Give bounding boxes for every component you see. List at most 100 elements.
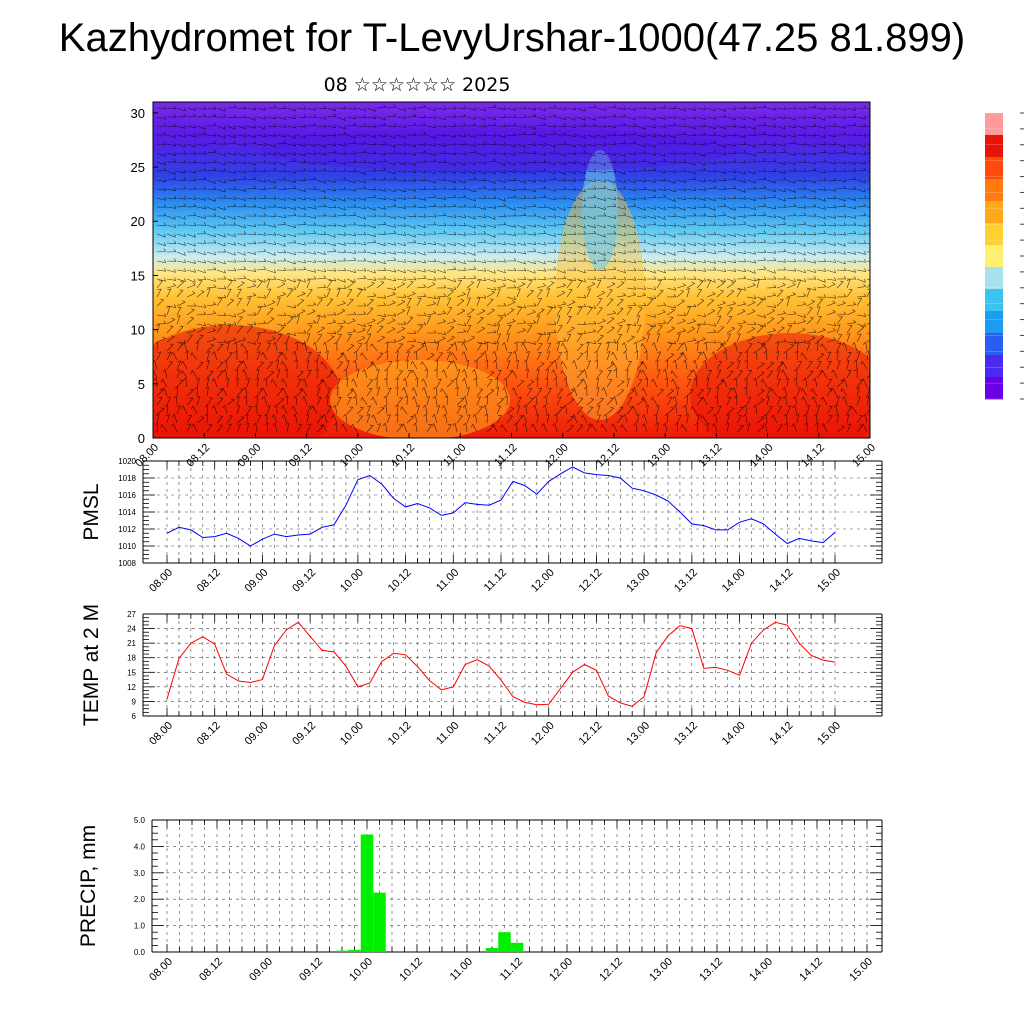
barb: [656, 206, 666, 211]
barb: [526, 125, 536, 130]
barb: [726, 362, 734, 370]
barb: [643, 396, 648, 406]
barb: [636, 369, 642, 379]
barb-tick: [562, 301, 566, 305]
barb-tick: [303, 221, 307, 225]
barb-tick: [464, 322, 467, 326]
barb: [642, 369, 648, 379]
barb-tick: [294, 197, 296, 201]
barb-tick: [164, 233, 166, 238]
barb-tick: [584, 242, 586, 247]
barb-tick: [483, 294, 487, 299]
barb-tick: [662, 368, 666, 372]
barb: [536, 378, 539, 388]
barb: [636, 379, 643, 388]
barb: [746, 224, 756, 228]
barb-tick: [451, 360, 454, 364]
barb-tick: [284, 322, 287, 327]
barb-tick: [604, 197, 606, 201]
barb: [436, 116, 446, 121]
barb-tick: [544, 152, 546, 156]
barb: [206, 387, 209, 397]
barb-tick: [754, 224, 756, 228]
barb: [466, 143, 476, 147]
barb-tick: [553, 321, 557, 325]
barb-tick: [243, 114, 247, 119]
barb: [646, 242, 656, 247]
barb: [486, 170, 496, 175]
barb: [256, 323, 267, 325]
barb-tick: [562, 283, 566, 286]
barb-tick: [504, 241, 507, 246]
barb-tick: [483, 123, 487, 128]
barb-tick: [644, 214, 646, 219]
barb: [376, 387, 380, 397]
barb-tick: [874, 205, 876, 208]
barb: [846, 260, 856, 263]
barb: [424, 342, 428, 352]
barb: [376, 188, 386, 192]
barb-tick: [524, 242, 526, 246]
barb: [776, 125, 786, 130]
barb-tick: [234, 196, 237, 200]
barb: [534, 405, 538, 415]
barb: [496, 269, 506, 274]
barb: [526, 134, 536, 136]
barb-tick: [297, 378, 302, 380]
barb-tick: [643, 231, 647, 235]
barb: [686, 188, 696, 192]
barb: [426, 251, 437, 253]
barb-tick: [641, 387, 644, 392]
barb-tick: [754, 125, 756, 130]
barb: [276, 297, 281, 307]
barb-tick: [794, 124, 797, 128]
barb: [356, 350, 358, 361]
barb: [166, 396, 171, 406]
barb-tick: [314, 250, 316, 255]
barb: [856, 224, 866, 227]
barb-tick: [714, 250, 717, 254]
barb-tick: [643, 167, 647, 172]
barb-tick: [393, 230, 397, 234]
barb: [684, 342, 688, 352]
barb: [331, 370, 338, 379]
barb: [225, 369, 228, 379]
barb: [416, 345, 425, 352]
barb-tick: [320, 378, 324, 383]
barb: [256, 268, 266, 271]
barb: [636, 269, 646, 272]
barb-tick: [350, 388, 353, 392]
barb-tick: [204, 259, 207, 264]
barb-tick: [194, 233, 196, 238]
barb: [346, 269, 356, 273]
barb-tick: [363, 341, 368, 345]
barb: [366, 308, 374, 316]
barb: [786, 224, 796, 227]
barb: [316, 125, 326, 128]
barb: [186, 284, 196, 289]
barb-tick: [450, 352, 453, 356]
barb-tick: [529, 397, 534, 399]
barb: [316, 233, 326, 235]
barb: [306, 161, 316, 165]
barb: [256, 362, 264, 370]
barb-tick: [214, 224, 216, 229]
barb-tick: [324, 188, 326, 193]
barb-tick: [383, 213, 387, 217]
barb: [466, 161, 476, 166]
barb-tick: [783, 310, 787, 314]
barb-tick: [824, 169, 827, 174]
barb-tick: [423, 186, 427, 190]
barb-tick: [333, 213, 337, 217]
barb: [185, 378, 188, 388]
barb: [786, 116, 796, 121]
barb-tick: [164, 115, 166, 120]
barb-tick: [440, 388, 443, 393]
barb-tick: [853, 230, 857, 234]
barb: [855, 360, 858, 370]
barb-tick: [683, 276, 687, 280]
barb: [416, 242, 426, 245]
barb: [486, 179, 496, 184]
barb: [546, 161, 556, 166]
barb: [672, 378, 678, 388]
